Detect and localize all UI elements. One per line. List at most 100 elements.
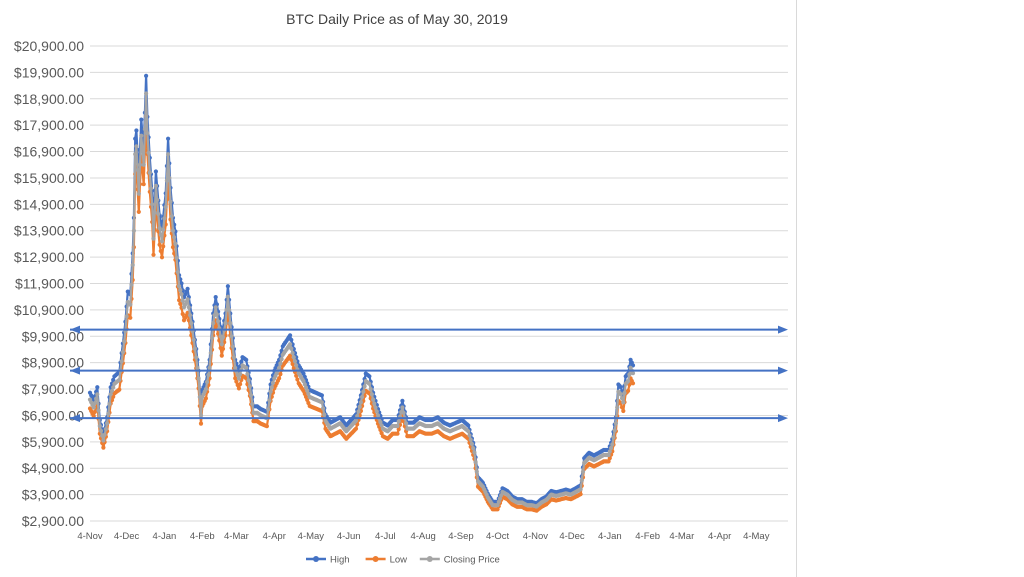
- data-point-low: [236, 386, 241, 391]
- data-point-low: [353, 426, 359, 431]
- data-point-closing-price: [207, 365, 212, 370]
- y-tick-label: $18,900.00: [14, 91, 84, 107]
- data-point-closing-price: [150, 202, 155, 207]
- data-point-closing-price: [223, 321, 228, 326]
- y-tick-label: $8,900.00: [22, 355, 84, 371]
- data-point-low: [117, 387, 122, 392]
- data-point-closing-price: [208, 350, 213, 356]
- data-point-low: [264, 424, 269, 429]
- data-point-closing-price: [357, 404, 362, 409]
- data-point-closing-price: [469, 441, 474, 446]
- y-tick-label: $14,900.00: [14, 196, 84, 212]
- data-point-low: [92, 409, 97, 414]
- data-point-closing-price: [250, 401, 255, 407]
- data-point-low: [630, 381, 636, 386]
- data-point-high: [153, 169, 158, 174]
- data-point-closing-price: [102, 432, 107, 437]
- data-point-closing-price: [306, 391, 311, 396]
- data-point-low: [606, 459, 611, 464]
- y-axis-tick-labels: $2,900.00 $3,900.00 $4,900.00 $5,900.00 $6,9…: [14, 38, 84, 529]
- data-point-low: [140, 168, 145, 173]
- y-tick-label: $13,900.00: [14, 223, 84, 239]
- data-point-low: [170, 245, 176, 250]
- data-point-high: [134, 128, 139, 133]
- data-point-low: [158, 248, 163, 254]
- y-tick-label: $5,900.00: [22, 434, 84, 450]
- data-point-closing-price: [619, 396, 625, 401]
- data-point-low: [219, 353, 224, 358]
- data-point-low: [626, 388, 631, 393]
- level-arrow-left-head: [70, 325, 80, 334]
- data-point-low: [198, 421, 204, 426]
- data-point-closing-price: [495, 503, 500, 508]
- data-point-closing-price: [153, 183, 158, 188]
- x-tick-label: 4-Apr: [263, 531, 286, 542]
- data-point-closing-price: [169, 214, 174, 219]
- data-point-low: [177, 298, 182, 303]
- y-tick-label: $19,900.00: [14, 64, 84, 80]
- data-point-high: [185, 286, 190, 291]
- legend-label: High: [330, 555, 350, 566]
- series-closing-price: [87, 91, 636, 509]
- data-point-closing-price: [358, 400, 363, 405]
- data-point-closing-price: [373, 405, 378, 410]
- x-tick-label: 4-Jan: [153, 531, 177, 542]
- data-point-low: [291, 366, 296, 371]
- data-point-closing-price: [172, 235, 177, 240]
- data-point-closing-price: [136, 191, 141, 196]
- x-tick-label: 4-Feb: [635, 531, 660, 542]
- data-point-closing-price: [353, 418, 359, 423]
- data-point-closing-price: [374, 409, 379, 414]
- data-point-closing-price: [626, 379, 631, 384]
- data-point-closing-price: [97, 423, 102, 429]
- data-point-closing-price: [367, 381, 372, 386]
- data-point-closing-price: [302, 382, 307, 387]
- data-point-closing-price: [360, 394, 365, 400]
- level-arrow-right-head: [778, 325, 788, 334]
- data-point-closing-price: [166, 152, 171, 157]
- data-point-high: [179, 281, 184, 286]
- data-point-closing-price: [213, 305, 218, 310]
- data-point-closing-price: [189, 321, 194, 326]
- data-point-closing-price: [236, 376, 241, 381]
- data-point-closing-price: [101, 438, 106, 443]
- data-point-closing-price: [279, 357, 284, 362]
- data-point-closing-price: [105, 421, 110, 426]
- data-point-closing-price: [378, 419, 383, 425]
- y-tick-label: $4,900.00: [22, 460, 84, 476]
- data-point-high: [400, 398, 405, 403]
- data-point-low: [278, 372, 283, 377]
- data-point-closing-price: [269, 385, 274, 390]
- x-tick-label: 4-Dec: [559, 531, 585, 542]
- x-tick-label: 4-Mar: [669, 531, 694, 542]
- data-point-closing-price: [192, 346, 197, 351]
- data-point-closing-price: [231, 355, 237, 360]
- y-tick-label: $7,900.00: [22, 381, 84, 397]
- data-point-closing-price: [466, 429, 471, 434]
- x-axis-tick-labels: 4-Nov 4-Dec 4-Jan 4-Feb 4-Mar 4-Apr 4-May 4-Jun…: [77, 531, 769, 542]
- data-point-closing-price: [175, 270, 180, 275]
- data-point-closing-price: [611, 435, 616, 440]
- data-point-closing-price: [270, 380, 276, 385]
- data-point-low: [157, 242, 162, 247]
- legend-swatch-marker: [426, 556, 433, 562]
- data-point-closing-price: [230, 344, 235, 349]
- data-point-high: [133, 136, 138, 141]
- data-point-closing-price: [496, 499, 501, 504]
- data-point-low: [288, 353, 293, 358]
- data-point-closing-price: [375, 413, 381, 418]
- data-point-closing-price: [468, 437, 473, 442]
- data-point-closing-price: [610, 442, 615, 447]
- data-point-closing-price: [178, 288, 183, 293]
- data-point-low: [290, 361, 295, 367]
- data-point-high: [239, 359, 244, 364]
- data-point-closing-price: [319, 400, 324, 405]
- data-point-closing-price: [233, 365, 238, 370]
- data-point-closing-price: [174, 255, 179, 261]
- level-arrow-right-head: [778, 366, 788, 375]
- y-tick-label: $11,900.00: [15, 276, 84, 292]
- data-point-closing-price: [107, 401, 112, 407]
- data-point-low: [151, 252, 156, 257]
- data-point-low: [101, 445, 106, 450]
- data-point-high: [319, 393, 324, 398]
